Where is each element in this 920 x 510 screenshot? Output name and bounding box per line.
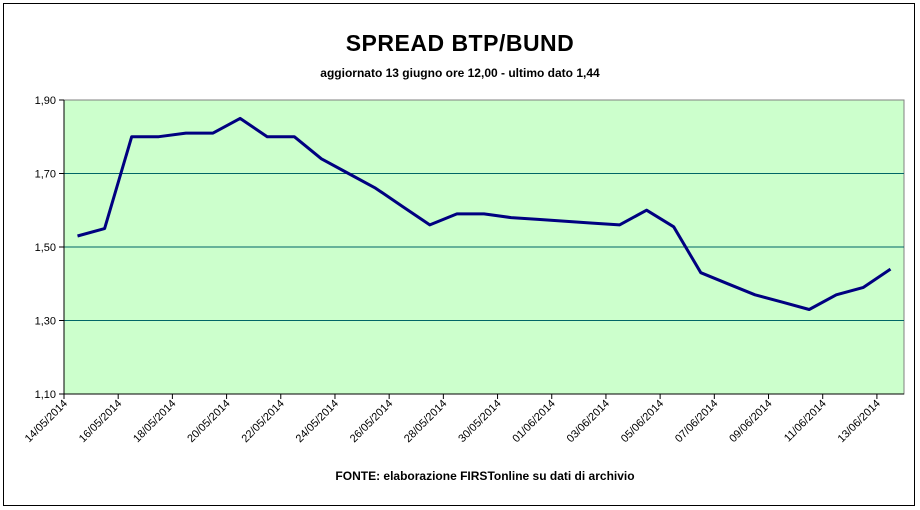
x-tick-label: 30/05/2014 — [456, 398, 503, 445]
x-tick-label: 14/05/2014 — [23, 398, 70, 445]
y-tick-label: 1,90 — [35, 95, 56, 107]
y-tick-label: 1,50 — [35, 242, 56, 254]
x-tick-label: 03/06/2014 — [565, 398, 612, 445]
series-group — [77, 116, 892, 311]
x-tick-label: 09/06/2014 — [727, 398, 774, 445]
x-tick-label: 24/05/2014 — [294, 398, 341, 445]
chart-subtitle: aggiornato 13 giugno ore 12,00 - ultimo … — [320, 66, 600, 80]
x-tick-label: 07/06/2014 — [673, 398, 720, 445]
x-tick-label: 11/06/2014 — [782, 398, 829, 445]
x-tick-label: 16/05/2014 — [77, 398, 124, 445]
series-line — [77, 116, 892, 311]
y-tick-label: 1,70 — [35, 169, 56, 181]
y-axis: 1,10 1,30 1,50 1,70 1,90 — [35, 95, 65, 401]
x-tick-label: 20/05/2014 — [185, 398, 232, 445]
x-tick-label: 22/05/2014 — [239, 398, 286, 445]
x-tick-label: 01/06/2014 — [510, 398, 557, 445]
x-tick-label: 05/06/2014 — [619, 398, 666, 445]
chart-title: SPREAD BTP/BUND — [345, 30, 575, 56]
y-tick-label: 1,10 — [35, 389, 56, 401]
x-tick-label: 26/05/2014 — [348, 398, 395, 445]
x-tick-label: 28/05/2014 — [402, 398, 449, 445]
chart-source: FONTE: elaborazione FIRSTonline su dati … — [335, 469, 635, 483]
y-tick-label: 1,30 — [35, 316, 56, 328]
x-tick-label: 13/06/2014 — [836, 398, 883, 445]
grid-lines — [64, 173, 904, 321]
x-tick-label: 18/05/2014 — [131, 398, 178, 445]
x-axis: 14/05/2014 16/05/2014 18/05/2014 20/05/2014… — [23, 393, 904, 445]
